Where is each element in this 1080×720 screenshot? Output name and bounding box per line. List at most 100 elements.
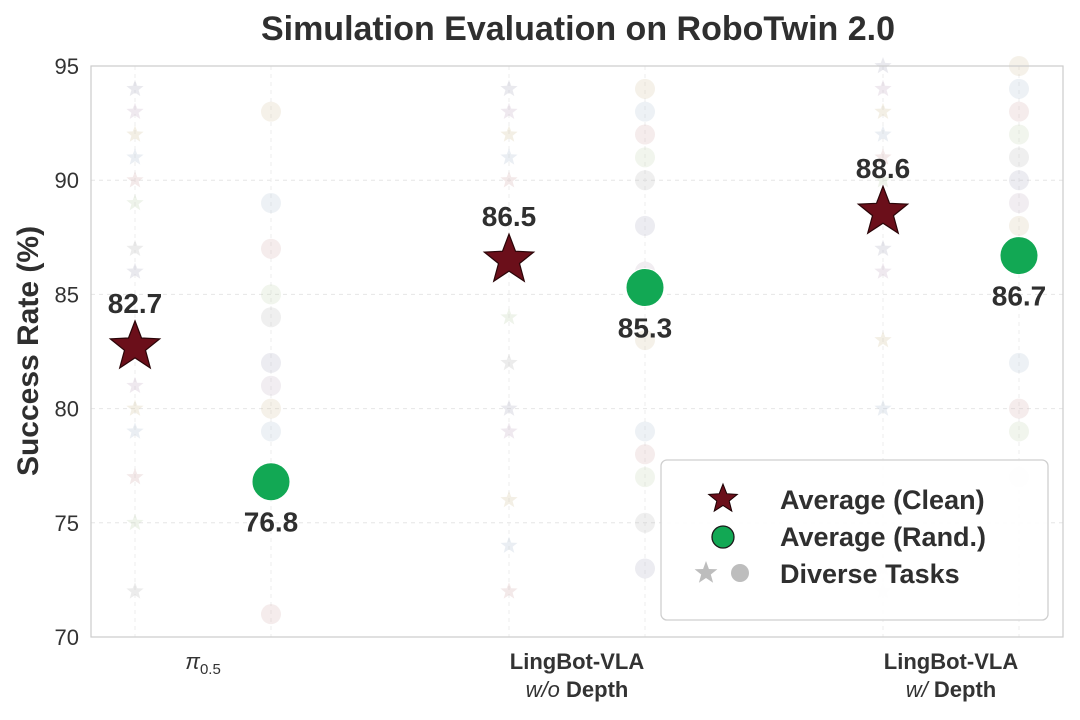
- x-tick-label: w/o Depth: [526, 677, 629, 702]
- diverse-task-dot: [1009, 124, 1029, 145]
- diverse-task-dot: [261, 421, 281, 442]
- diverse-task-dot: [635, 467, 655, 488]
- diverse-task-star: [126, 468, 144, 485]
- x-tick-label: LingBot-VLA: [884, 649, 1019, 674]
- rand-average-dot: [251, 462, 291, 502]
- diverse-task-star: [500, 353, 518, 371]
- diverse-task-dot: [635, 512, 655, 533]
- diverse-tasks-layer: [126, 56, 1029, 625]
- diverse-task-star: [126, 262, 144, 279]
- diverse-task-star: [500, 308, 518, 325]
- x-tick-label: w/ Depth: [906, 677, 996, 702]
- diverse-task-star: [126, 422, 144, 439]
- diverse-task-dot: [635, 170, 655, 191]
- legend-gray-dot-icon: [731, 564, 749, 582]
- diverse-task-dot: [261, 101, 281, 122]
- diverse-task-star: [500, 171, 518, 188]
- legend-entry-label: Average (Rand.): [780, 522, 986, 552]
- diverse-task-star: [500, 422, 518, 439]
- y-tick-label: 80: [55, 397, 79, 422]
- diverse-task-dot: [1009, 170, 1029, 191]
- legend-dot-icon: [711, 525, 735, 549]
- diverse-task-star: [500, 79, 518, 97]
- diverse-task-dot: [261, 352, 281, 373]
- diverse-task-star: [874, 399, 892, 416]
- legend-entry-label: Average (Clean): [780, 485, 985, 515]
- diverse-task-star: [874, 171, 892, 188]
- y-tick-label: 90: [55, 168, 79, 193]
- rand-average-dot: [999, 236, 1039, 276]
- legend-entry-label: Diverse Tasks: [780, 559, 960, 589]
- diverse-task-star: [126, 148, 144, 165]
- diverse-task-dot: [1009, 193, 1029, 214]
- diverse-task-star: [874, 79, 892, 97]
- legend-box: [660, 459, 1049, 621]
- clean-average-star: [108, 319, 162, 370]
- diverse-task-dot: [261, 375, 281, 396]
- y-tick-label: 95: [55, 54, 79, 79]
- chart-title: Simulation Evaluation on RoboTwin 2.0: [261, 10, 895, 48]
- clean-average-label: 82.7: [108, 288, 163, 319]
- diverse-task-star: [126, 102, 144, 119]
- data-marks: 82.7 86.5 88.6 76.8 85.3 86.7: [108, 153, 1047, 538]
- diverse-task-star: [500, 148, 518, 165]
- legend-gray-star-icon: [694, 561, 718, 583]
- diverse-task-dot: [635, 215, 655, 236]
- diverse-task-dot: [635, 444, 655, 465]
- x-tick-label-part: π: [185, 649, 201, 674]
- x-tick-label-part: Depth: [928, 677, 996, 702]
- diverse-task-dot: [635, 78, 655, 99]
- y-axis-label: Success Rate (%): [12, 226, 45, 476]
- x-tick-label: LingBot-VLA: [510, 649, 645, 674]
- diverse-task-star: [500, 582, 518, 599]
- diverse-task-star: [126, 513, 144, 531]
- diverse-task-dot: [1009, 352, 1029, 373]
- diverse-task-star: [500, 536, 518, 553]
- y-tick-label: 75: [55, 511, 79, 536]
- diverse-task-dot: [1009, 78, 1029, 99]
- clean-average-label: 88.6: [856, 153, 911, 184]
- diverse-task-star: [126, 239, 144, 256]
- diverse-task-star: [126, 399, 144, 416]
- x-tick-label-part: LingBot-VLA: [510, 649, 645, 674]
- diverse-task-star: [874, 262, 892, 279]
- diverse-task-dot: [1009, 147, 1029, 168]
- plot-frame: [90, 65, 1064, 638]
- diverse-task-star: [126, 125, 144, 142]
- diverse-task-star: [500, 399, 518, 416]
- diverse-task-dot: [635, 558, 655, 579]
- clean-average-star: [482, 232, 536, 283]
- diverse-task-star: [874, 125, 892, 142]
- diverse-task-dot: [635, 421, 655, 442]
- y-tick-label: 70: [55, 625, 79, 650]
- diverse-task-dot: [635, 330, 655, 351]
- diverse-task-star: [874, 102, 892, 119]
- clean-average-star: [856, 184, 910, 235]
- diverse-task-star: [874, 148, 892, 165]
- diverse-task-dot: [1009, 421, 1029, 442]
- diverse-task-dot: [1009, 101, 1029, 122]
- rand-average-label: 85.3: [618, 313, 673, 344]
- diverse-task-star: [126, 171, 144, 188]
- diverse-task-dot: [261, 284, 281, 305]
- x-tick-label-part: w/o: [526, 677, 560, 702]
- x-tick-label: π0.5: [185, 649, 221, 678]
- axis-ticks: 70 75 80 85 90 95 π0.5 LingBot-VLA w/o Depth Ling…: [55, 54, 1019, 702]
- legend-star-icon: [707, 482, 739, 513]
- diverse-task-dot: [1009, 215, 1029, 236]
- diverse-task-dot: [635, 124, 655, 145]
- x-tick-label-part: LingBot-VLA: [884, 649, 1019, 674]
- diverse-task-star: [126, 376, 144, 393]
- diverse-task-dot: [635, 101, 655, 122]
- rand-average-label: 76.8: [244, 507, 299, 538]
- rand-average-label: 86.7: [992, 281, 1047, 312]
- diverse-task-star: [874, 239, 892, 256]
- diverse-task-dot: [261, 193, 281, 214]
- diverse-task-star: [126, 582, 144, 599]
- diverse-task-dot: [635, 147, 655, 168]
- diverse-task-dot: [1009, 398, 1029, 419]
- diverse-task-star: [500, 102, 518, 119]
- diverse-task-star: [874, 331, 892, 348]
- diverse-task-star: [126, 79, 144, 97]
